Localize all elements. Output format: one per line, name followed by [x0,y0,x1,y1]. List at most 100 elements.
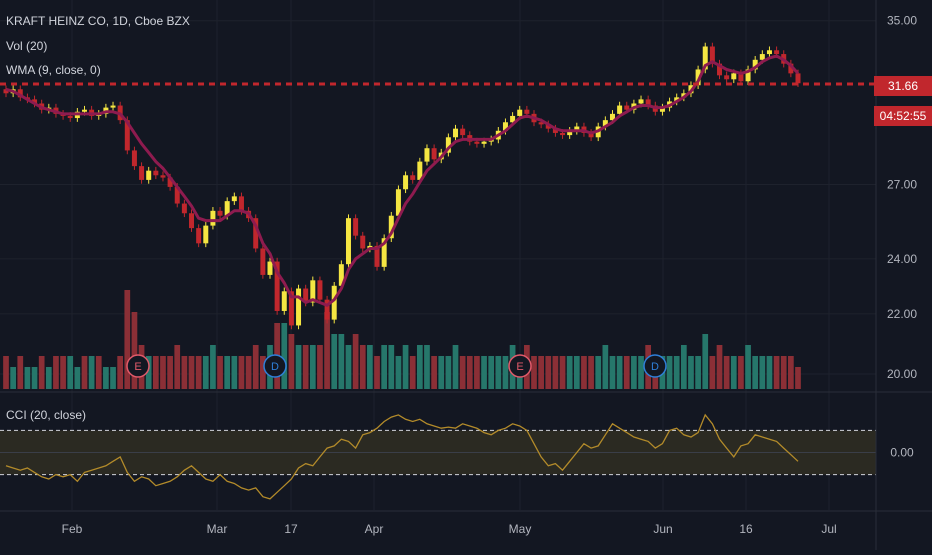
price-tick-label: 35.00 [887,14,917,28]
volume-bar [345,345,352,389]
volume-bar [581,356,587,389]
volume-bar [631,356,637,389]
countdown-badge: 04:52:55 [874,106,932,126]
volume-bar [245,356,252,389]
time-tick-label: 17 [284,522,298,536]
volume-bar [730,356,737,389]
time-tick-label: May [509,522,532,536]
candle-body [731,73,737,80]
volume-bar [545,356,552,389]
volume-bar [395,356,402,389]
volume-bar [445,356,452,389]
candle-body [774,50,780,55]
candle-body [381,238,387,267]
candle-body [724,75,730,80]
time-tick-label: 16 [739,522,753,536]
candle-body [146,170,152,180]
volume-bar [238,356,245,389]
volume-bar [638,356,644,389]
volume-bar [181,356,188,389]
volume-bar [680,345,687,389]
candle-body [617,105,623,114]
volume-bar [438,356,445,389]
volume-bar [88,356,95,389]
volume-bar [695,356,701,389]
volume-bar [38,356,45,389]
volume-bar [424,345,430,389]
volume-bar [602,345,609,389]
candle-body [609,113,615,121]
volume-bar [202,356,209,389]
volume-bar [788,356,794,389]
cci-line [5,413,799,500]
event-marker-label: D [271,361,279,373]
volume-bar [481,356,487,389]
price-tick-label: 20.00 [887,367,917,381]
volume-bar [174,345,181,389]
candle-body [517,109,523,116]
volume-bar [688,356,694,389]
candle-body [474,141,480,144]
event-marker-label: E [516,361,523,373]
volume-bar [45,367,52,389]
volume-bar [81,356,88,389]
volume-bar [381,345,388,389]
volume-bar [74,367,81,389]
price-tick-label: 22.00 [887,307,917,321]
volume-bar [673,356,680,389]
candle-body [388,215,394,239]
vol-legend[interactable]: Vol (20) [6,39,47,53]
symbol-legend[interactable]: KRAFT HEINZ CO, 1D, Cboe BZX [6,14,190,28]
volume-bar [773,356,780,389]
cci-legend[interactable]: CCI (20, close) [6,408,86,422]
volume-bar [766,356,773,389]
candle-body [552,128,558,133]
volume-bar [702,334,709,389]
candle-body [695,69,701,86]
volume-bar [502,356,509,389]
volume-bar [795,367,801,389]
candle-body [424,148,430,162]
candle-body [81,109,87,112]
candle-body [481,141,487,144]
cci-pane: 0.00 [0,413,914,500]
candle-body [574,126,580,131]
candle-body [231,196,237,202]
candle-body [445,137,451,153]
candle-body [267,261,273,275]
last-price-value: 31.66 [887,79,919,93]
countdown-value: 04:52:55 [879,109,927,123]
volume-bar [352,334,359,389]
wma-line-layer [0,54,876,307]
volume-bar [288,334,295,389]
candle-body [338,264,344,286]
candle-body [353,218,359,236]
volume-bar [195,356,202,389]
candle-body [217,210,223,216]
candle-body [659,107,665,112]
volume-bar [152,356,159,389]
volume-bar [309,345,316,389]
volume-bar [374,356,380,389]
volume-bar [31,367,38,389]
volume-bar [224,356,231,389]
volume-bar [752,356,759,389]
volume-bar [388,345,395,389]
volume-bar [24,367,31,389]
volume-bar [623,356,630,389]
volume-bar [131,312,138,389]
candle-body [131,150,137,167]
wma-legend[interactable]: WMA (9, close, 0) [6,63,101,77]
candle-body [139,166,145,180]
vol-label: Vol (20) [6,39,48,53]
volume-bar [160,356,166,389]
time-tick-label: Jul [821,522,836,536]
candle-body [417,161,423,180]
volume-bar [745,345,751,389]
volume-bar [17,356,24,389]
time-tick-label: Apr [365,522,384,536]
volume-bar [538,356,544,389]
